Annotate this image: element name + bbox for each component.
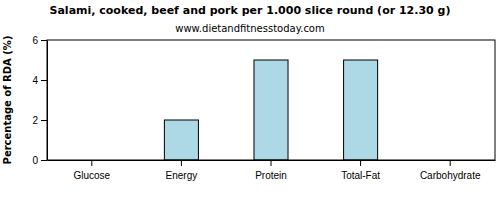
y-tick-mark — [41, 160, 47, 161]
x-tick-label: Glucose — [73, 170, 110, 181]
x-tick-mark — [450, 160, 451, 166]
plot: 0 2 4 6 Glucose Energy Protein Total-Fat Carbohy… — [32, 35, 495, 181]
subtitle: www.dietandfitnesstoday.com — [175, 23, 324, 34]
y-tick: 2 — [32, 115, 47, 126]
x-tick-mark — [91, 160, 92, 166]
y-tick-mark — [41, 120, 47, 121]
x-tick-mark — [360, 160, 361, 166]
background — [0, 0, 500, 200]
y-tick-label: 6 — [32, 35, 38, 46]
title: Salami, cooked, beef and pork per 1.000 … — [50, 4, 451, 17]
x-tick: Energy — [166, 160, 198, 181]
chart: Salami, cooked, beef and pork per 1.000 … — [0, 0, 500, 200]
y-tick-label: 2 — [32, 115, 38, 126]
y-axis: 0 2 4 6 — [32, 35, 47, 166]
x-tick-mark — [181, 160, 182, 166]
x-tick-label: Protein — [255, 170, 287, 181]
y-tick-mark — [41, 80, 47, 81]
x-tick-mark — [271, 160, 272, 166]
y-tick: 6 — [32, 35, 47, 46]
x-tick: Protein — [255, 160, 287, 181]
x-axis: Glucose Energy Protein Total-Fat Carbohydrat… — [48, 160, 496, 181]
y-tick-label: 4 — [32, 75, 38, 86]
x-tick: Glucose — [73, 160, 110, 181]
bars — [164, 60, 377, 160]
y-axis-line — [47, 41, 48, 161]
y-tick: 0 — [32, 155, 47, 166]
bar — [254, 60, 288, 160]
y-tick-mark — [41, 40, 47, 41]
x-tick: Carbohydrate — [420, 160, 481, 181]
x-tick-label: Carbohydrate — [420, 170, 481, 181]
x-tick-label: Total-Fat — [341, 170, 380, 181]
x-tick: Total-Fat — [341, 160, 380, 181]
x-tick-label: Energy — [166, 170, 198, 181]
bar — [164, 120, 198, 160]
bar — [344, 60, 378, 160]
plot-frame — [47, 40, 495, 160]
y-tick-label: 0 — [32, 155, 38, 166]
y-tick: 4 — [32, 75, 47, 86]
y-axis-title: Percentage of RDA (%) — [2, 36, 13, 165]
